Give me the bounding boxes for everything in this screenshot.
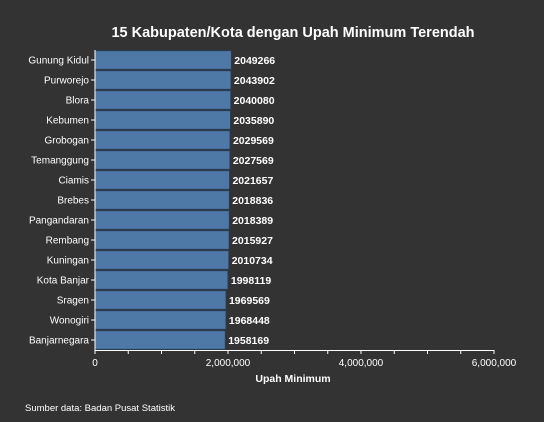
bar-value-label: 2029569 [233, 135, 274, 147]
bar-value-label: 2018389 [232, 215, 273, 227]
bar-value-label: 2018836 [232, 195, 273, 207]
axes-group: Gunung Kidul Purworejo Blora Kebumen Groboga… [28, 50, 517, 369]
x-axis-label: Upah Minimum [255, 373, 330, 385]
bar [94, 310, 227, 330]
bar-value-label: 2049266 [234, 55, 275, 67]
y-tick-label: Purworejo [44, 76, 89, 87]
bar-value-label: 1969569 [229, 295, 270, 307]
bar-value-label: 2043902 [234, 75, 275, 87]
bar [94, 210, 230, 230]
bars-group: 2049266 2043902 2040080 2035890 2029569 20275… [94, 50, 275, 350]
bar [94, 50, 232, 70]
bar [94, 130, 231, 150]
y-tick-label: Rembang [46, 236, 89, 247]
bar [94, 170, 230, 190]
bar-value-label: 2040080 [234, 95, 275, 107]
y-tick-label: Ciamis [58, 176, 89, 187]
y-tick-label: Kuningan [47, 256, 89, 267]
y-tick-label: Blora [66, 96, 90, 107]
bar [94, 150, 231, 170]
bar-value-label: 2021657 [232, 175, 273, 187]
bar [94, 70, 232, 90]
y-tick-label: Grobogan [45, 136, 89, 147]
bar-value-label: 2015927 [232, 235, 273, 247]
bar [94, 290, 227, 310]
bar [94, 90, 232, 110]
bar-value-label: 1958169 [228, 335, 269, 347]
bar [94, 190, 230, 210]
bar-value-label: 2010734 [232, 255, 273, 267]
bar-value-label: 1998119 [231, 275, 271, 287]
x-tick-label: 4,000,000 [339, 358, 384, 369]
y-tick-label: Brebes [57, 196, 89, 207]
y-tick-label: Kebumen [46, 116, 89, 127]
bar [94, 270, 229, 290]
bar-value-label: 2035890 [233, 115, 274, 127]
y-tick-label: Temanggung [31, 156, 89, 167]
x-tick-label: 2,000,000 [206, 358, 251, 369]
x-tick-label: 0 [92, 358, 98, 369]
bar [94, 330, 226, 350]
chart-title: 15 Kabupaten/Kota dengan Upah Minimum Te… [111, 25, 474, 41]
x-tick-label: 6,000,000 [472, 358, 517, 369]
bar [94, 230, 230, 250]
y-tick-label: Gunung Kidul [28, 56, 89, 67]
y-tick-label: Sragen [57, 296, 89, 307]
bar [94, 110, 231, 130]
bar [94, 250, 230, 270]
y-tick-label: Pangandaran [29, 216, 89, 227]
y-tick-label: Kota Banjar [37, 276, 90, 287]
y-tick-label: Wonogiri [50, 316, 89, 327]
source-note: Sumber data: Badan Pusat Statistik [25, 403, 175, 414]
bar-value-label: 1968448 [229, 315, 270, 327]
y-tick-label: Banjarnegara [29, 336, 89, 347]
bar-value-label: 2027569 [233, 155, 274, 167]
